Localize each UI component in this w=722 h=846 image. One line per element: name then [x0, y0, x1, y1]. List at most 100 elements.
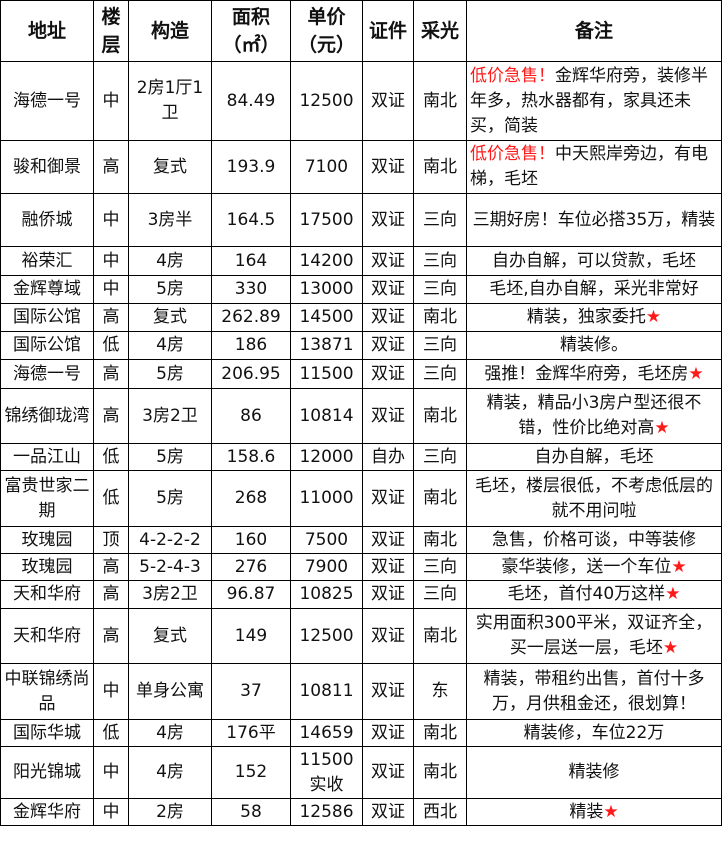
area-cell: 152 [211, 746, 291, 799]
remark-cell: 三期好房！车位必搭35万，精装 [466, 193, 722, 247]
area-cell: 276 [211, 553, 291, 581]
remark-cell: 毛坯，首付40万这样★ [466, 580, 722, 609]
star-icon: ★ [654, 418, 670, 438]
header-certificate: 证件 [362, 0, 414, 62]
layout-cell: 4-2-2-2 [128, 526, 212, 554]
header-price: 单价（元） [290, 0, 363, 62]
area-cell: 164.5 [211, 193, 291, 247]
layout-cell: 单身公寓 [128, 663, 212, 720]
remark-text: 精装修 [568, 762, 620, 782]
address-cell: 玫瑰园 [0, 553, 94, 581]
area-cell: 84.49 [211, 61, 291, 141]
star-icon: ★ [662, 638, 679, 658]
area-cell: 330 [211, 275, 291, 304]
table-row: 金辉华府中 2房 58 12586 双证 西北 精装★ [0, 798, 722, 826]
address-cell: 玫瑰园 [0, 526, 94, 554]
lighting-cell: 南北 [413, 140, 467, 194]
address-cell: 金辉华府 [0, 798, 94, 826]
remark-text: 精装，独家委托 [526, 307, 646, 327]
certificate-cell: 双证 [362, 61, 414, 141]
header-row: 地址 楼层 构造 面积（㎡） 单价（元） 证件 采光 备注 [0, 0, 722, 62]
area-cell: 186 [211, 331, 291, 360]
remark-text: 精装修，车位22万 [523, 722, 665, 743]
layout-cell: 4房 [128, 746, 212, 799]
certificate-cell: 双证 [362, 470, 414, 527]
price-cell: 12500 [290, 608, 363, 664]
header-lighting: 采光 [413, 0, 467, 62]
certificate-cell: 双证 [362, 246, 414, 276]
price-cell: 12500 [290, 61, 363, 141]
remark-text: 毛坯，首付40万这样 [507, 584, 666, 604]
remark-cell: 自办自解，毛坯 [466, 443, 722, 471]
certificate-cell: 双证 [362, 580, 414, 609]
layout-cell: 复式 [128, 140, 212, 194]
layout-cell: 复式 [128, 303, 212, 332]
certificate-cell: 双证 [362, 140, 414, 194]
floor-cell: 顶 [93, 526, 129, 554]
address-cell: 天和华府 [0, 608, 94, 664]
area-cell: 206.95 [211, 359, 291, 389]
price-cell: 12586 [290, 798, 363, 826]
price-cell: 11000 [290, 470, 363, 527]
remark-cell: 精装，独家委托★ [466, 303, 722, 332]
certificate-cell: 双证 [362, 331, 414, 360]
address-cell: 裕荣汇 [0, 246, 94, 276]
certificate-cell: 双证 [362, 193, 414, 247]
lighting-cell: 三向 [413, 246, 467, 276]
floor-cell: 中 [93, 193, 129, 247]
lighting-cell: 南北 [413, 303, 467, 332]
table-row: 一品江山低 5房 158.6 12000 自办 三向 自办自解，毛坯 [0, 443, 722, 471]
area-cell: 160 [211, 526, 291, 554]
property-listing-table: 地址 楼层 构造 面积（㎡） 单价（元） 证件 采光 备注 海德一号中 2房1厅1卫 84.49 1… [0, 0, 722, 826]
price-cell: 14659 [290, 719, 363, 747]
remark-text: 急售，价格可谈，中等装修 [492, 529, 696, 550]
remark-cell: 豪华装修，送一个车位★ [466, 553, 722, 581]
area-cell: 149 [211, 608, 291, 664]
price-cell: 14200 [290, 246, 363, 276]
remark-text: 豪华装修，送一个车位 [501, 556, 672, 577]
price-cell: 14500 [290, 303, 363, 332]
layout-cell: 4房 [128, 331, 212, 360]
price-cell: 12000 [290, 443, 363, 471]
certificate-cell: 双证 [362, 275, 414, 304]
remark-text: 精装 [569, 801, 604, 822]
floor-cell: 中 [93, 246, 129, 276]
remark-text: 自办自解，毛坯 [534, 446, 654, 467]
table-row: 玫瑰园高 5-2-4-3 276 7900 双证 三向 豪华装修，送一个车位★ [0, 553, 722, 581]
layout-cell: 3房半 [128, 193, 212, 247]
certificate-cell: 双证 [362, 303, 414, 332]
layout-cell: 3房2卫 [128, 388, 212, 444]
remark-highlight: 低价急售！ [470, 65, 555, 86]
area-cell: 193.9 [211, 140, 291, 194]
remark-cell: 强推！金辉华府旁，毛坯房★ [466, 359, 722, 389]
address-cell: 国际公馆 [0, 303, 94, 332]
floor-cell: 高 [93, 553, 129, 581]
remark-cell: 精装，精品小3房户型还很不错，性价比绝对高★ [466, 388, 722, 444]
table-row: 天和华府高复式 149 12500 双证 南北 实用面积300平米，双证齐全，买一层送一层… [0, 608, 722, 664]
layout-cell: 5-2-4-3 [128, 553, 212, 581]
area-cell: 86 [211, 388, 291, 444]
price-cell: 11500 [290, 359, 363, 389]
area-cell: 37 [211, 663, 291, 720]
remark-text: 毛坯，楼层很低，不考虑低层的就不用问啦 [475, 475, 713, 521]
header-area: 面积（㎡） [211, 0, 291, 62]
floor-cell: 中 [93, 663, 129, 720]
floor-cell: 高 [93, 303, 129, 332]
floor-cell: 低 [93, 470, 129, 527]
table-row: 金辉尊域中 5房 330 13000 双证 三向 毛坯,自办自解，采光非常好 [0, 275, 722, 304]
area-cell: 158.6 [211, 443, 291, 471]
remark-cell: 精装修。 [466, 331, 722, 360]
table-row: 中联锦绣尚品中单身公寓 37 10811 双证东精装，带租约出售，首付十多万，月供租金… [0, 663, 722, 720]
remark-text: 实用面积300平米，双证齐全，买一层送一层，毛坯 [475, 613, 713, 658]
address-cell: 国际公馆 [0, 331, 94, 360]
lighting-cell: 南北 [413, 608, 467, 664]
floor-cell: 中 [93, 798, 129, 826]
star-icon: ★ [645, 307, 662, 327]
area-cell: 176平 [211, 719, 291, 747]
lighting-cell: 三向 [413, 553, 467, 581]
layout-cell: 5房 [128, 275, 212, 304]
remark-text: 自办自解，可以贷款，毛坯 [492, 250, 696, 271]
price-cell: 7100 [290, 140, 363, 194]
layout-cell: 3房2卫 [128, 580, 212, 609]
header-address: 地址 [0, 0, 94, 62]
